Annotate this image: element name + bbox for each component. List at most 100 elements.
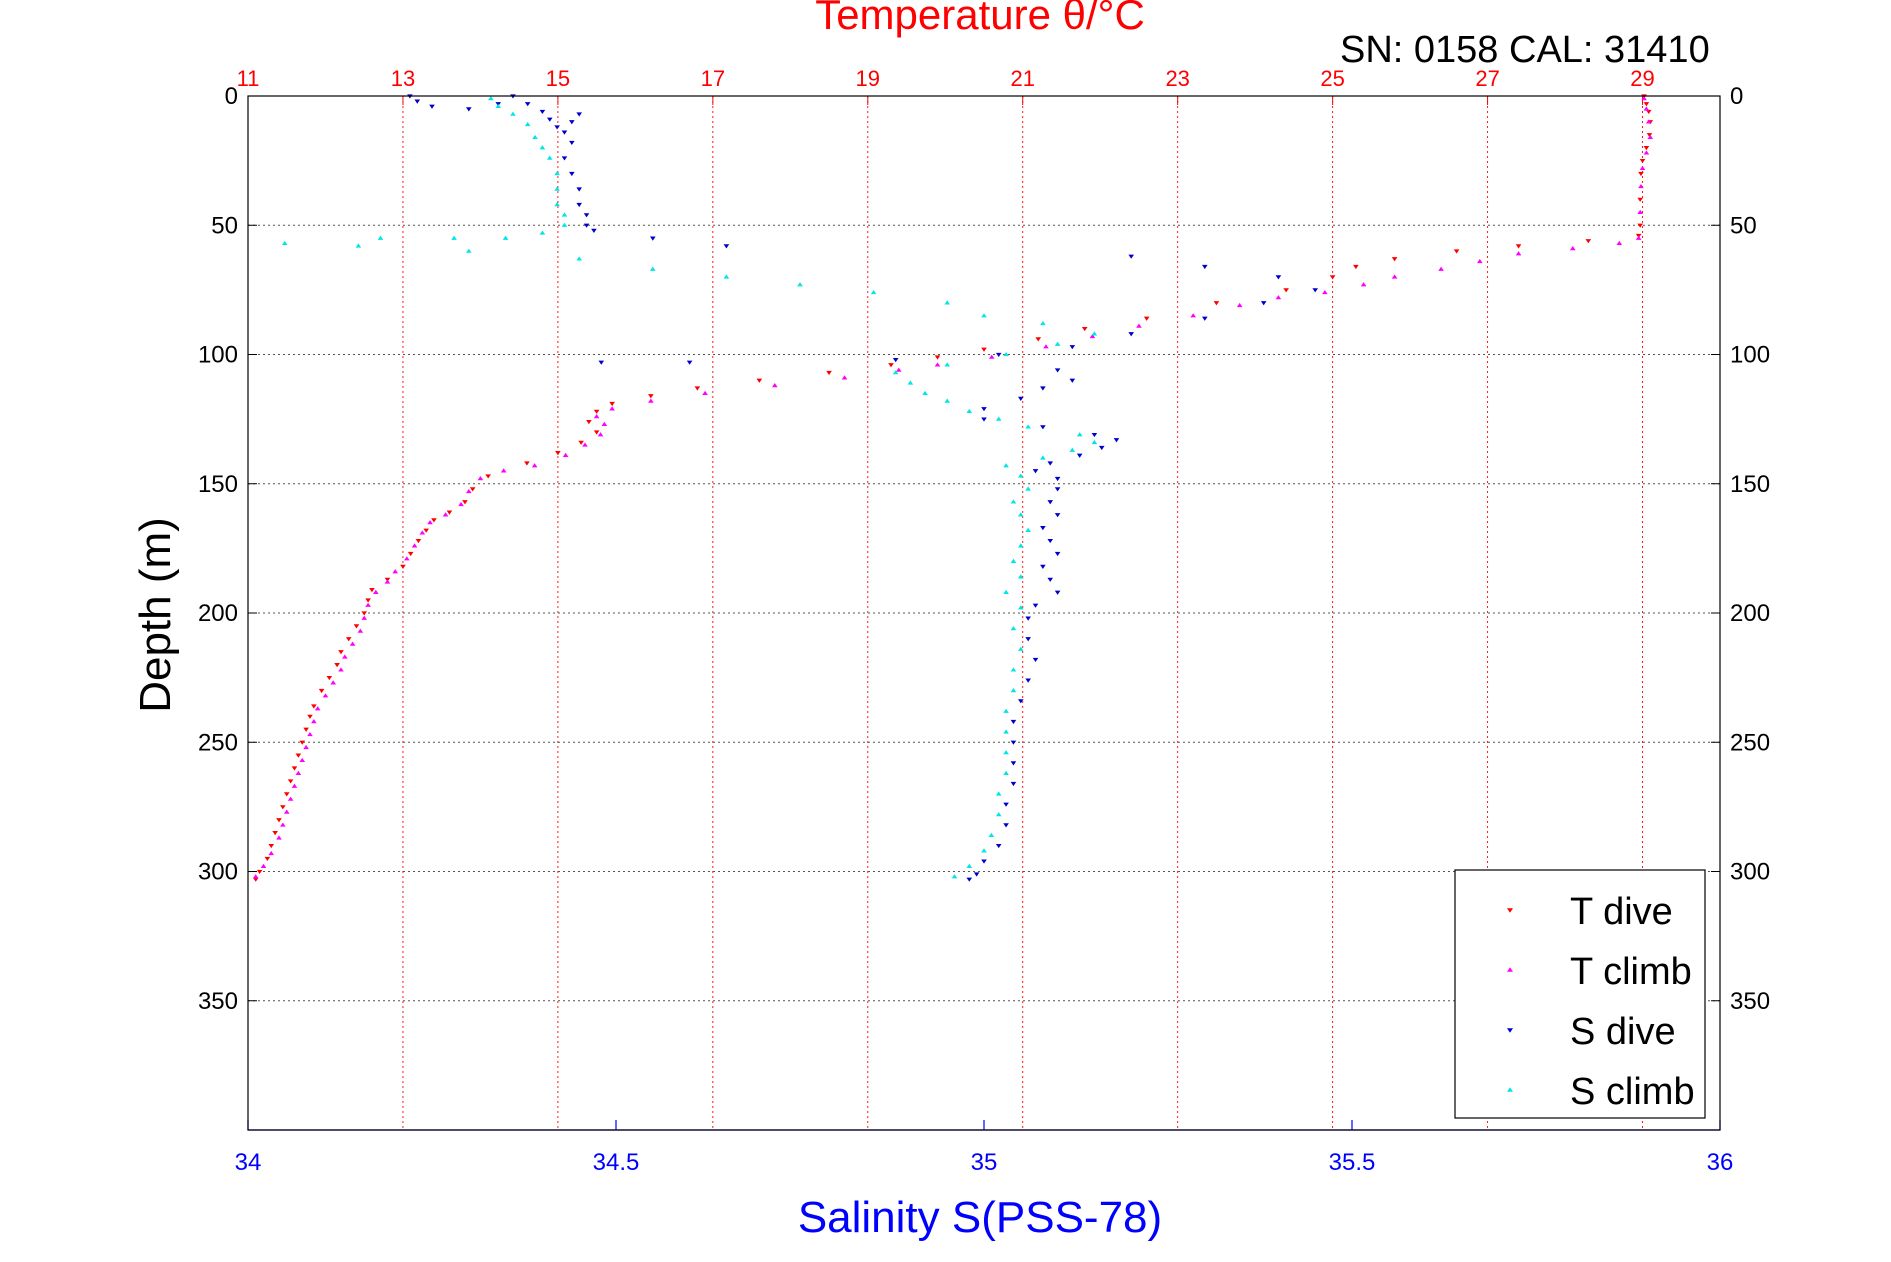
t-dive-point [524,461,530,466]
s-dive-point [1054,590,1061,595]
t-climb-point [772,383,778,388]
s-climb-point [944,300,950,305]
s-dive-point [1069,378,1076,383]
s-climb-point [1003,351,1009,357]
t-climb-point [1236,302,1243,308]
t-climb-series [252,96,1654,879]
t-dive-point [1081,326,1088,332]
t-dive-point [318,688,325,694]
s-climb-point [966,408,973,414]
legend-box [1454,869,1706,1119]
t-dive-point [826,370,832,376]
s-dive-point [1010,740,1017,745]
t-climb-point [361,615,368,620]
temperature-axis-ticks: 11 13 15 17 19 21 23 25 27 29 [237,66,1655,105]
s-climb-point [944,362,950,367]
s-dive-point [1091,432,1098,438]
s-dive-point [1054,476,1061,482]
t-climb-point [295,770,302,775]
s-dive-point [1018,396,1024,401]
s-dive-point [973,872,980,877]
s-dive-point [1113,438,1120,443]
s-dive-point [1275,275,1282,280]
depth-tick-label-right: 350 [1730,988,1770,1015]
t-dive-point [280,805,286,810]
s-climb-point [561,212,568,217]
s-dive-point [1312,288,1318,293]
s-dive-point [1076,453,1083,458]
s-climb-point [944,398,950,403]
t-dive-point [291,766,298,771]
s-climb-point [1076,432,1083,437]
t-dive-point [307,714,313,719]
s-climb-point [1018,574,1024,579]
t-climb-point [307,731,313,737]
temperature-tick-label: 17 [701,66,725,91]
s-climb-point [554,171,560,176]
s-climb-point [1010,558,1017,563]
t-climb-point [384,579,391,584]
t-climb-point [303,744,309,750]
s-dive-point [892,357,899,363]
s-climb-point [539,230,546,235]
t-dive-point [334,663,340,668]
t-dive-point [609,401,615,407]
s-climb-point [510,111,516,116]
t-climb-point [582,442,588,447]
t-dive-point [1638,171,1644,177]
t-dive-point [365,598,371,603]
t-climb-point [1136,323,1142,328]
depth-tick-label-right: 300 [1730,859,1770,886]
t-dive-point [1645,109,1652,115]
t-climb-point [1637,209,1644,215]
s-climb-point [576,256,582,261]
depth-tick-label-right: 0 [1730,83,1743,110]
s-climb-point [1003,463,1009,468]
s-dive-point [1054,368,1061,373]
s-climb-point [355,243,362,248]
t-dive-point [252,877,259,882]
t-climb-point [299,757,306,763]
s-climb-point [995,416,1002,421]
s-climb-point [870,289,877,295]
t-dive-point [485,474,491,479]
t-climb-point [314,706,321,711]
t-dive-point [446,510,453,515]
t-dive-point [361,611,368,616]
s-dive-point [1202,264,1208,270]
s-dive-point [576,187,582,192]
s-climb-point [1018,473,1024,478]
t-climb-point [1645,119,1652,124]
s-dive-point [650,236,656,241]
t-dive-point [578,440,584,445]
s-dive-point [591,228,597,233]
s-dive-point [561,156,568,161]
s-climb-point [922,390,928,395]
s-climb-point [1040,320,1046,326]
t-climb-point [1089,333,1096,339]
t-dive-point [369,588,375,593]
t-climb-point [477,476,484,481]
t-dive-point [1639,158,1646,164]
t-climb-point [466,488,472,494]
s-dive-point [1047,538,1054,544]
s-climb-point [1018,605,1024,610]
s-climb-point [966,863,973,869]
t-climb-point [287,796,294,801]
legend-label: S climb [1570,1071,1695,1113]
t-climb-point [291,783,298,788]
t-climb-point [330,680,337,685]
s-dive-point [966,877,973,882]
t-climb-point [648,398,654,403]
s-climb-point [561,222,568,227]
t-climb-point [357,628,364,633]
t-dive-point [268,843,275,849]
t-dive-point [1143,316,1150,321]
s-dive-point [1032,603,1039,608]
depth-tick-label-right: 250 [1730,729,1770,756]
t-dive-point [1453,249,1460,254]
s-dive-point [1003,802,1009,807]
t-dive-point [981,347,987,352]
s-dive-point [1040,564,1046,569]
